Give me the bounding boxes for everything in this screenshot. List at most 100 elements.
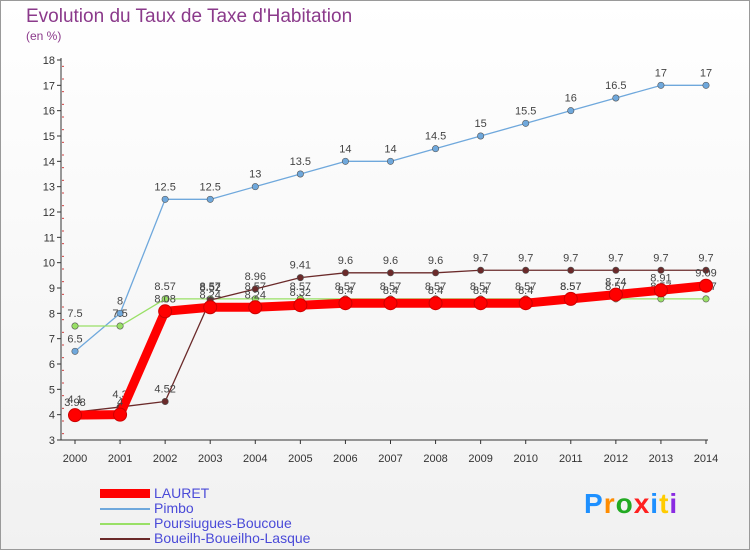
data-point <box>383 296 398 311</box>
data-point <box>702 266 710 274</box>
series-pimbo: 6.5 8 12.5 12.5 13 13.5 14 14 14.5 15 15.5 16 16.5 17… <box>67 67 712 355</box>
data-point <box>612 94 620 102</box>
data-label: 4 <box>117 397 123 409</box>
data-point <box>522 119 530 127</box>
data-label: 9.7 <box>698 252 713 264</box>
data-label: 8.57 <box>380 281 401 293</box>
data-label: 4.1 <box>67 394 82 406</box>
data-label: 13.5 <box>290 156 311 168</box>
logo-letter: i <box>650 488 660 519</box>
y-tick-label: 10 <box>43 258 55 270</box>
data-label: 9.7 <box>518 252 533 264</box>
legend-swatch-boueilh <box>100 538 150 540</box>
legend-swatch-pimbo <box>100 508 150 510</box>
data-point <box>248 300 263 315</box>
x-tick-label: 2000 <box>63 453 87 465</box>
data-point <box>386 157 394 165</box>
data-label: 8.57 <box>200 281 221 293</box>
data-point <box>251 183 259 191</box>
data-point <box>161 397 169 405</box>
y-tick-label: 9 <box>49 283 55 295</box>
legend-label-pimbo: Pimbo <box>154 500 194 516</box>
data-point <box>567 107 575 115</box>
legend-swatch-lauret <box>100 489 150 498</box>
data-point <box>161 295 169 303</box>
x-tick-label: 2011 <box>559 453 583 465</box>
data-point <box>702 81 710 89</box>
data-label: 8.74 <box>605 277 626 289</box>
y-tick-label: 16 <box>43 106 55 118</box>
data-label: 12.5 <box>154 181 175 193</box>
data-label: 9.7 <box>563 252 578 264</box>
y-tick-label: 11 <box>44 232 55 244</box>
x-tick-label: 2009 <box>468 453 492 465</box>
data-label: 8.24 <box>245 289 266 301</box>
logo-letter: r <box>603 488 616 519</box>
data-label: 9.7 <box>608 252 623 264</box>
y-tick-label: 5 <box>49 384 55 396</box>
y-tick-label: 13 <box>43 182 55 194</box>
data-label: 3.98 <box>64 397 85 409</box>
x-tick-label: 2014 <box>694 453 718 465</box>
data-label: 8.52 <box>200 282 221 294</box>
data-label: 17 <box>655 67 667 79</box>
data-point <box>563 291 578 306</box>
x-tick-label: 2001 <box>108 453 132 465</box>
data-label: 6.5 <box>67 333 82 345</box>
data-label: 15.5 <box>515 105 536 117</box>
data-label: 8 <box>117 295 123 307</box>
data-label: 14 <box>384 143 396 155</box>
data-label: 4.52 <box>154 383 175 395</box>
data-point <box>158 304 173 319</box>
data-label: 7.5 <box>112 308 127 320</box>
data-label: 8.4 <box>338 285 353 297</box>
logo-letter: t <box>659 488 670 519</box>
x-tick-label: 2003 <box>198 453 222 465</box>
x-tick-label: 2007 <box>378 453 402 465</box>
data-point <box>657 266 665 274</box>
data-label: 8.57 <box>290 281 311 293</box>
legend-swatch-poursiugues <box>100 523 150 525</box>
data-point <box>432 145 440 153</box>
data-point <box>567 266 575 274</box>
data-point <box>702 295 710 303</box>
data-label: 8.4 <box>473 285 488 297</box>
data-label: 15 <box>475 118 487 130</box>
data-point <box>432 269 440 277</box>
legend-label-lauret: LAURET <box>154 485 210 501</box>
data-point <box>113 407 128 422</box>
x-tick-label: 2010 <box>513 453 537 465</box>
data-label: 8.91 <box>650 272 671 284</box>
data-label: 8.57 <box>470 281 491 293</box>
chart-unit-label: (en %) <box>26 29 62 43</box>
data-label: 8.4 <box>428 285 443 297</box>
x-tick-label: 2004 <box>243 453 267 465</box>
data-point <box>296 170 304 178</box>
y-tick-label: 8 <box>49 308 55 320</box>
data-label: 9.6 <box>383 255 398 267</box>
series-lauret: 3.98 48.08 8.24 8.24 8.32 8.4 8.4 8.4 8.4 8.4 8.57… <box>64 268 717 423</box>
data-label: 8.57 <box>425 281 446 293</box>
data-point <box>251 285 259 293</box>
data-point <box>71 347 79 355</box>
data-label: 8.57 <box>335 281 356 293</box>
data-point <box>522 266 530 274</box>
data-label: 12.5 <box>200 181 221 193</box>
x-tick-label: 2013 <box>649 453 673 465</box>
data-point <box>341 269 349 277</box>
data-label: 9.41 <box>290 260 311 272</box>
logo-letter: x <box>633 488 651 519</box>
data-point <box>608 287 623 302</box>
x-tick-label: 2008 <box>423 453 447 465</box>
data-point <box>386 269 394 277</box>
data-label: 8.57 <box>560 281 581 293</box>
data-point <box>477 266 485 274</box>
y-tick-label: 3 <box>49 435 55 447</box>
y-tick-label: 12 <box>43 207 55 219</box>
legend-label-boueilh: Boueilh-Boueilho-Lasque <box>154 530 311 546</box>
y-tick-label: 15 <box>43 131 55 143</box>
data-point <box>428 296 443 311</box>
data-point <box>296 274 304 282</box>
legend-label-poursiugues: Poursiugues-Boucoue <box>154 515 292 531</box>
